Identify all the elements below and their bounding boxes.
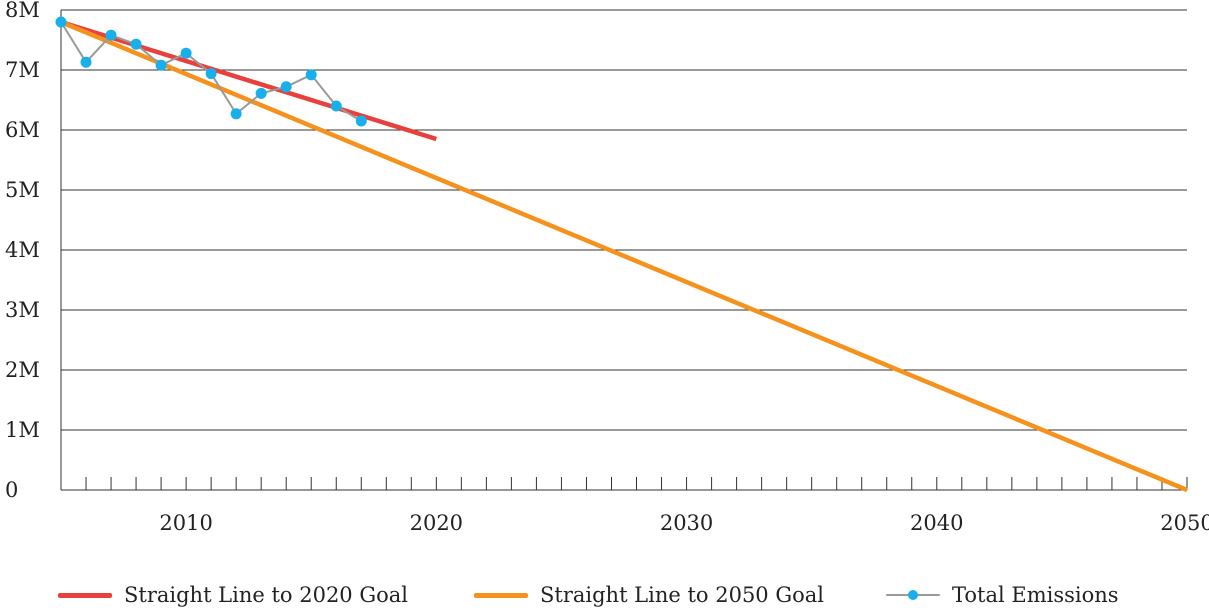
legend-swatch-2020-goal (58, 593, 112, 598)
legend-label-2050-goal: Straight Line to 2050 Goal (540, 583, 824, 607)
y-tick-label-8M: 8M (5, 0, 40, 22)
legend-marker-dot (908, 590, 918, 600)
x-tick-label-2050: 2050 (1160, 511, 1209, 535)
x-tick-label-2040: 2040 (910, 511, 963, 535)
y-tick-label-6M: 6M (5, 118, 40, 142)
y-axis-tick-labels: 0 1M 2M 3M 4M 5M 6M 7M 8M (5, 0, 40, 502)
legend-item-total-emissions[interactable]: Total Emissions (886, 578, 1119, 612)
x-tick-label-2020: 2020 (410, 511, 463, 535)
legend-item-2020-goal[interactable]: Straight Line to 2020 Goal (58, 578, 408, 612)
y-tick-label-2M: 2M (5, 358, 40, 382)
emissions-point-2015 (306, 69, 317, 80)
y-tick-label-7M: 7M (5, 58, 40, 82)
emissions-point-2005 (56, 17, 67, 28)
legend-swatch-2050-goal (474, 593, 528, 598)
emissions-chart: 0 1M 2M 3M 4M 5M 6M 7M 8M 2010 2020 2030 2040 2050 (0, 0, 1209, 578)
emissions-point-2017 (356, 116, 367, 127)
emissions-point-2009 (156, 60, 167, 71)
legend-label-total-emissions: Total Emissions (952, 583, 1119, 607)
y-tick-label-5M: 5M (5, 178, 40, 202)
legend-label-2020-goal: Straight Line to 2020 Goal (124, 583, 408, 607)
y-tick-label-3M: 3M (5, 298, 40, 322)
emissions-point-2012 (231, 108, 242, 119)
emissions-point-2010 (181, 48, 192, 59)
y-tick-label-4M: 4M (5, 238, 40, 262)
emissions-point-2016 (331, 101, 342, 112)
x-axis-ticks: 2010 2020 2030 2040 2050 (86, 477, 1209, 535)
legend-item-2050-goal[interactable]: Straight Line to 2050 Goal (474, 578, 824, 612)
y-tick-label-0: 0 (5, 478, 18, 502)
emissions-point-2014 (281, 81, 292, 92)
series-line-1 (61, 22, 1187, 490)
y-tick-label-1M: 1M (5, 418, 40, 442)
emissions-point-2013 (256, 88, 267, 99)
legend-swatch-total-emissions (886, 594, 940, 596)
series-line-0 (61, 22, 436, 139)
legend: Straight Line to 2020 Goal Straight Line… (0, 578, 1209, 612)
emissions-point-2007 (106, 30, 117, 41)
emissions-point-2006 (81, 57, 92, 68)
series-layer (56, 17, 1188, 491)
x-tick-label-2010: 2010 (159, 511, 212, 535)
emissions-point-2008 (131, 39, 142, 50)
x-tick-label-2030: 2030 (660, 511, 713, 535)
emissions-point-2011 (206, 68, 217, 79)
